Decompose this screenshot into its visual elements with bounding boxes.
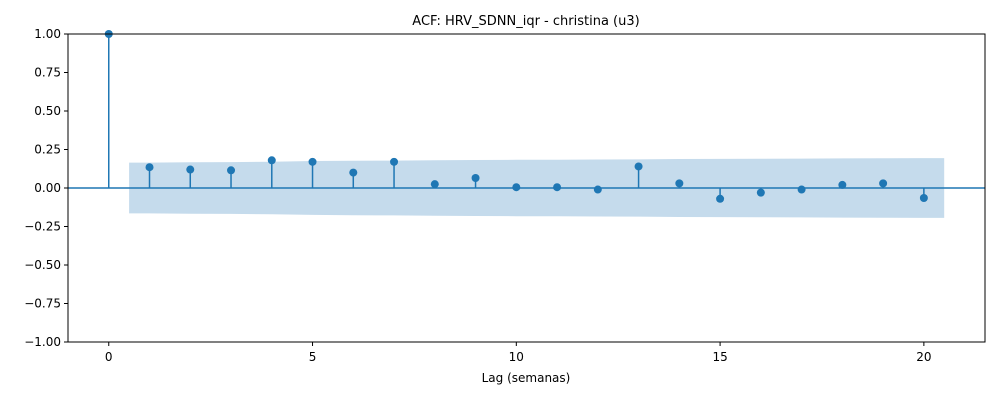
stem-marker-lag-8 [430,180,439,189]
stem-marker-lag-4 [267,156,276,165]
stem-marker-lag-13 [634,162,643,171]
x-tick-label: 5 [309,350,317,364]
stem-marker-lag-18 [838,180,847,189]
x-tick-label: 15 [712,350,727,364]
stem-marker-lag-10 [512,183,521,192]
stem-marker-lag-14 [675,179,684,188]
x-tick-label: 0 [105,350,113,364]
y-tick-label: 0.00 [34,181,61,195]
y-tick-label: −0.50 [24,258,61,272]
stem-marker-lag-17 [797,185,806,194]
y-tick-label: 0.50 [34,104,61,118]
y-tick-label: 0.25 [34,143,61,157]
stem-marker-lag-12 [593,185,602,194]
stem-marker-lag-2 [186,165,195,174]
y-tick-label: −1.00 [24,335,61,349]
x-tick-label: 20 [916,350,931,364]
x-tick-label: 10 [509,350,524,364]
y-axis: −1.00 −0.75 −0.50 −0.25 0.00 0.25 0.50 0.75 1.00 [24,27,68,349]
stem-marker-lag-3 [227,166,236,175]
y-tick-label: 1.00 [34,27,61,41]
y-tick-label: 0.75 [34,66,61,80]
stem-marker-lag-6 [349,168,358,177]
x-axis-label: Lag (semanas) [482,371,571,385]
chart-title: ACF: HRV_SDNN_iqr - christina (u3) [412,14,639,29]
stem-marker-lag-1 [145,163,154,172]
y-tick-label: −0.75 [24,297,61,311]
plot-area [68,30,985,218]
stem-marker-lag-9 [471,173,480,182]
stem-marker-lag-7 [390,157,399,166]
stem-marker-lag-11 [553,183,562,192]
stem-marker-lag-15 [716,194,725,203]
stem-marker-lag-16 [756,188,765,197]
x-axis: 0 5 10 15 20 [105,342,932,364]
stem-marker-lag-20 [919,194,928,203]
stem-marker-lag-5 [308,157,317,166]
y-tick-label: −0.25 [24,220,61,234]
stem-marker-lag-19 [879,179,888,188]
